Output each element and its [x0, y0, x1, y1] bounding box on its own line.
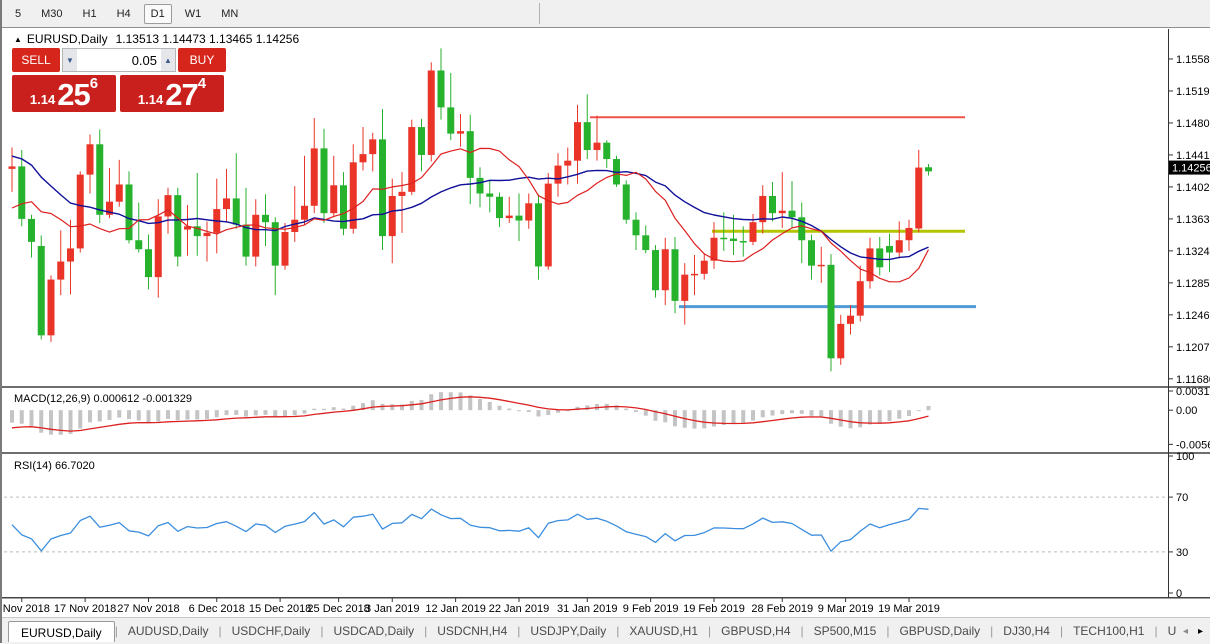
rsi-value: 66.7020 — [54, 460, 95, 472]
buy-price-pips: 27 — [165, 77, 198, 112]
sell-price-box[interactable]: 1.14 25 6 — [12, 75, 116, 112]
date-axis-label: 19 Feb 2019 — [683, 603, 745, 615]
rsi-axis-label: 100 — [1176, 451, 1194, 463]
tab-separator: | — [990, 624, 994, 638]
buy-price-figure: 1.14 — [137, 92, 164, 107]
date-axis-label: 28 Feb 2019 — [751, 603, 813, 615]
price-axis-label: 1.11680 — [1176, 374, 1210, 386]
tab-separator: | — [1154, 624, 1158, 638]
price-axis-label: 1.12850 — [1176, 278, 1210, 290]
macd-label: MACD(12,26,9) 0.000612 -0.001329 — [14, 393, 192, 405]
price-axis-label: 1.14410 — [1176, 150, 1210, 162]
buy-price-pipette: 4 — [197, 75, 207, 92]
symbol-title: EURUSD,Daily — [26, 32, 108, 46]
buy-button[interactable]: BUY — [178, 48, 226, 72]
timeframe-button-5[interactable]: 5 — [15, 7, 22, 20]
price-axis-label: 1.13630 — [1176, 214, 1210, 226]
tab-separator: | — [320, 624, 324, 638]
volume-spinner: ▼ ▲ — [62, 48, 176, 72]
chart-tab-XAUUSD-H1[interactable]: XAUUSD,H1 — [629, 624, 699, 638]
date-axis-label: 25 Dec 2018 — [307, 603, 369, 615]
macd-axis-label: -0.005667 — [1176, 439, 1210, 451]
date-axis-label: 12 Jan 2019 — [425, 603, 486, 615]
timeframe-button-MN[interactable]: MN — [221, 7, 239, 20]
volume-input[interactable] — [77, 49, 161, 71]
rsi-label: RSI(14) 66.7020 — [14, 460, 95, 472]
date-axis-label: 22 Jan 2019 — [489, 603, 550, 615]
tab-separator: | — [800, 624, 804, 638]
collapse-panel-icon[interactable]: ▲ — [14, 35, 22, 44]
timeframe-toolbar: 5 M30 H1 H4 D1 W1 MN — [2, 0, 1210, 28]
chart-tab-USDCAD-Daily[interactable]: USDCAD,Daily — [333, 624, 415, 638]
chart-tab-USDCNH-H4[interactable]: USDCNH,H4 — [437, 624, 508, 638]
chart-tab-USDJPY-Daily[interactable]: USDJPY,Daily — [530, 624, 607, 638]
rsi-axis-label: 0 — [1176, 588, 1182, 600]
price-axis-label: 1.14020 — [1176, 182, 1210, 194]
price-axis-label: 1.15190 — [1176, 86, 1210, 98]
sell-price-pips: 25 — [57, 77, 90, 112]
volume-up-button[interactable]: ▲ — [161, 49, 175, 71]
macd-axis-label: 0.00 — [1176, 405, 1197, 417]
rsi-axis-label: 70 — [1176, 492, 1188, 504]
timeframe-button-H4[interactable]: H4 — [116, 7, 131, 20]
symbol-header: ▲ EURUSD,Daily 1.13513 1.14473 1.13465 1.1… — [14, 32, 299, 46]
rsi-name: RSI(14) — [14, 460, 52, 472]
price-axis-label: 1.13240 — [1176, 246, 1210, 258]
tab-separator: | — [517, 624, 521, 638]
current-price-tag: 1.14256 — [1172, 163, 1210, 175]
chart-tab-DJ30-H4[interactable]: DJ30,H4 — [1003, 624, 1050, 638]
macd-values: 0.000612 -0.001329 — [93, 393, 192, 405]
price-axis-label: 1.15580 — [1176, 54, 1210, 66]
sell-button[interactable]: SELL — [12, 48, 60, 72]
timeframe-button-W1[interactable]: W1 — [184, 7, 202, 20]
tab-separator: | — [708, 624, 712, 638]
rsi-axis-label: 30 — [1176, 547, 1188, 559]
price-axis-label: 1.12460 — [1176, 310, 1210, 322]
macd-axis-label: 0.003177 — [1176, 386, 1210, 398]
symbol-ohlc: 1.13513 1.14473 1.13465 1.14256 — [115, 32, 300, 46]
date-axis-label: 3 Jan 2019 — [365, 603, 419, 615]
tab-separator: | — [218, 624, 222, 638]
chart-tab-GBPUSD-H4[interactable]: GBPUSD,H4 — [721, 624, 791, 638]
tab-separator: | — [424, 624, 428, 638]
timeframe-button-D1[interactable]: D1 — [143, 3, 172, 24]
sell-price-pipette: 6 — [89, 75, 99, 92]
date-axis-label: 27 Nov 2018 — [117, 603, 179, 615]
date-axis-label: 17 Nov 2018 — [54, 603, 116, 615]
date-axis-label: 6 Dec 2018 — [189, 603, 245, 615]
sell-price-figure: 1.14 — [29, 92, 56, 107]
tab-scroll-left-icon[interactable]: ◂ — [1182, 625, 1188, 637]
chart-tab-AUDUSD-Daily[interactable]: AUDUSD,Daily — [127, 624, 209, 638]
tab-scroll-right-icon[interactable]: ▸ — [1197, 625, 1203, 637]
chart-tab-TECH100-H1[interactable]: TECH100,H1 — [1073, 624, 1145, 638]
date-axis-label: 19 Mar 2019 — [878, 603, 940, 615]
date-axis-label: 9 Mar 2019 — [818, 603, 874, 615]
toolbar-separator — [539, 3, 540, 24]
tab-separator: | — [886, 624, 890, 638]
date-axis-label: 15 Dec 2018 — [249, 603, 311, 615]
chart-tab-USDCHF-Daily[interactable]: USDCHF,Daily — [231, 624, 311, 638]
timeframe-button-M30[interactable]: M30 — [41, 7, 63, 20]
chart-tab-GBPUSD-Daily[interactable]: GBPUSD,Daily — [899, 624, 981, 638]
one-click-trade-panel: SELL ▼ ▲ BUY 1.14 25 6 1.14 27 4 — [12, 48, 226, 112]
price-axis-label: 1.14800 — [1176, 118, 1210, 130]
buy-price-box[interactable]: 1.14 27 4 — [120, 75, 224, 112]
chart-tab-SP500-M15[interactable]: SP500,M15 — [813, 624, 877, 638]
date-axis-label: 8 Nov 2018 — [2, 603, 50, 615]
date-axis-label: 9 Feb 2019 — [623, 603, 679, 615]
tab-scroll-arrows: ◂ ▸ — [1175, 618, 1210, 644]
chart-tab-EURUSD-Daily[interactable]: EURUSD,Daily — [8, 620, 115, 642]
tab-separator: | — [616, 624, 620, 638]
chart-tab-bar: EURUSD,Daily | AUDUSD,Daily | USDCHF,Daily | U… — [2, 617, 1210, 644]
price-axis-label: 1.12070 — [1176, 342, 1210, 354]
tab-separator: | — [114, 624, 118, 638]
date-axis-label: 31 Jan 2019 — [557, 603, 618, 615]
volume-down-button[interactable]: ▼ — [63, 49, 77, 71]
timeframe-button-H1[interactable]: H1 — [82, 7, 97, 20]
tab-separator: | — [1059, 624, 1064, 638]
macd-name: MACD(12,26,9) — [14, 393, 91, 405]
